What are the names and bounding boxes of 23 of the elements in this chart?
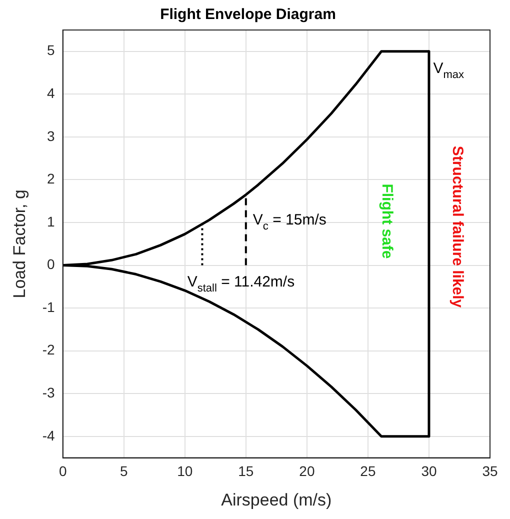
y-tick-label: 1 (47, 213, 56, 230)
y-tick-label: 0 (47, 256, 56, 272)
chart-title: Flight Envelope Diagram (160, 6, 336, 24)
x-tick-label: 10 (177, 463, 193, 480)
y-tick-label: -2 (42, 342, 56, 358)
x-tick-label: 5 (120, 463, 128, 480)
x-tick-label: 25 (360, 463, 376, 480)
y-tick-label: 3 (47, 128, 56, 144)
y-axis-title: Load Factor, g (10, 190, 29, 298)
y-tick-label: -1 (42, 298, 56, 315)
x-tick-label: 20 (299, 463, 315, 480)
x-axis-title: Airspeed (m/s) (221, 490, 332, 510)
x-tick-label: 30 (421, 463, 437, 480)
y-tick-label: 4 (47, 85, 56, 102)
x-tick-label: 0 (58, 463, 67, 480)
annotation: Flight safe (378, 184, 396, 259)
y-tick-label: 5 (47, 42, 56, 58)
y-tick-label: 2 (47, 170, 56, 187)
y-tick-label: -3 (42, 384, 56, 400)
x-tick-label: 15 (238, 463, 254, 480)
y-tick-label: -4 (42, 427, 56, 444)
annotation: Structural failure likely (448, 146, 466, 308)
x-tick-label: 35 (482, 463, 498, 480)
